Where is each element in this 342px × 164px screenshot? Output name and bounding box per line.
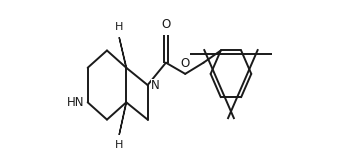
Text: HN: HN [67, 96, 84, 109]
Text: N: N [151, 79, 160, 92]
Text: H: H [115, 22, 123, 32]
Text: O: O [181, 57, 190, 70]
Text: H: H [115, 140, 123, 150]
Polygon shape [119, 102, 127, 135]
Polygon shape [119, 37, 127, 68]
Text: O: O [161, 18, 171, 31]
